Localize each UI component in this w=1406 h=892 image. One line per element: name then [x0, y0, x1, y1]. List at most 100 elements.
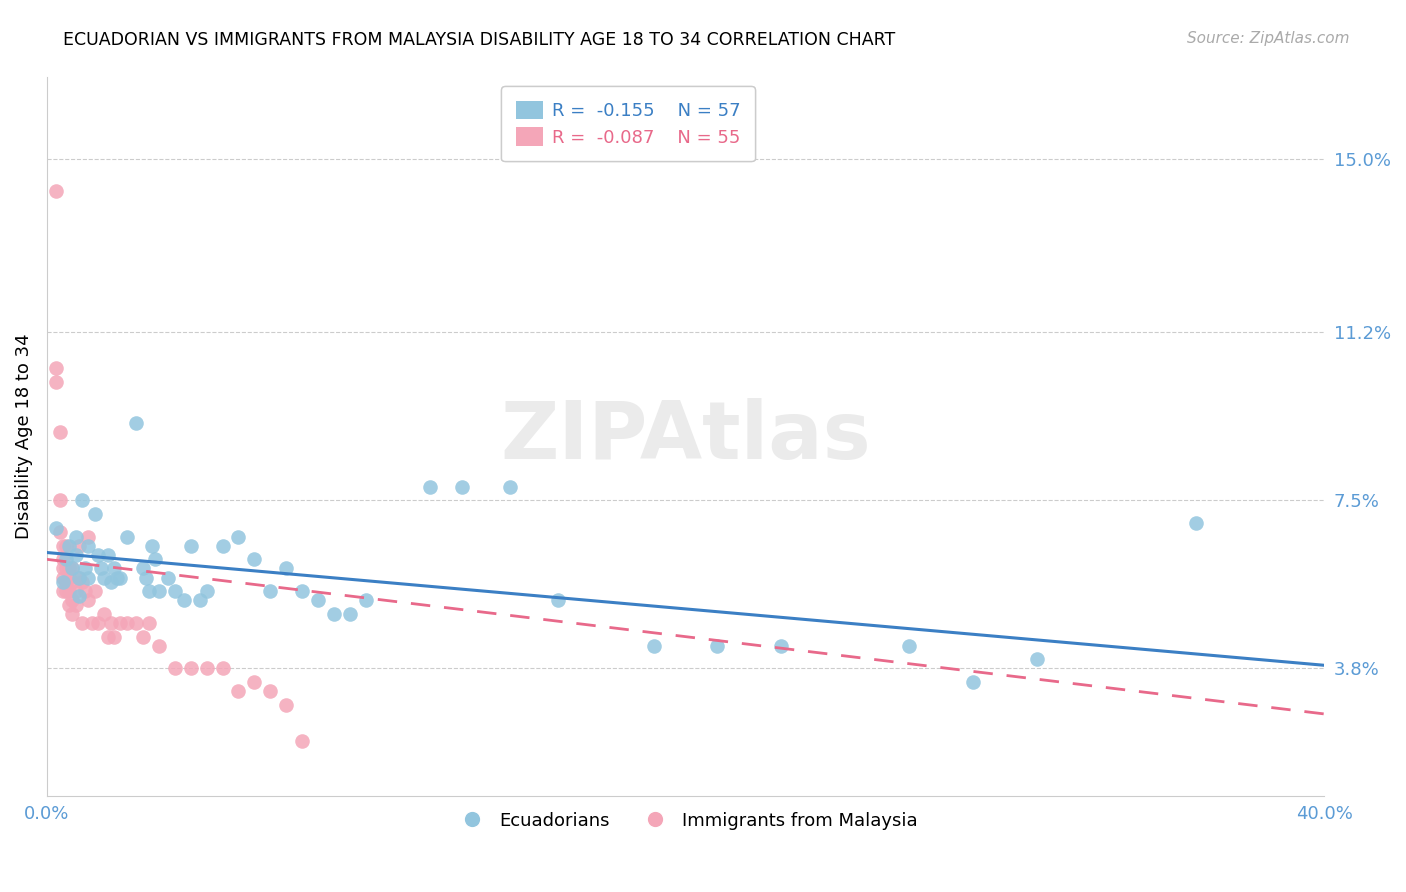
Point [1185, 516, 1208, 530]
Point [62, 561, 84, 575]
Point [180, 539, 202, 553]
Point [58, 570, 80, 584]
Point [962, 675, 984, 690]
Point [55, 561, 77, 575]
Point [58, 584, 80, 599]
Point [643, 639, 665, 653]
Point [110, 615, 132, 630]
Point [103, 561, 125, 575]
Point [48, 425, 70, 439]
Point [93, 570, 115, 584]
Point [96, 630, 118, 644]
Point [77, 539, 100, 553]
Point [67, 570, 90, 584]
Point [1025, 652, 1047, 666]
Point [115, 530, 138, 544]
Point [138, 584, 160, 599]
Text: ZIPAtlas: ZIPAtlas [501, 398, 870, 475]
Point [339, 607, 361, 621]
Point [135, 570, 157, 584]
Point [83, 584, 105, 599]
Point [211, 661, 233, 675]
Point [52, 584, 75, 599]
Point [65, 598, 87, 612]
Point [138, 615, 160, 630]
Point [100, 615, 122, 630]
Point [276, 698, 298, 712]
Point [259, 584, 281, 599]
Point [706, 639, 728, 653]
Point [243, 552, 266, 566]
Point [770, 639, 793, 653]
Point [547, 593, 569, 607]
Point [195, 661, 218, 675]
Text: Source: ZipAtlas.com: Source: ZipAtlas.com [1187, 31, 1350, 46]
Point [276, 561, 298, 575]
Point [188, 593, 211, 607]
Point [62, 575, 84, 590]
Point [58, 598, 80, 612]
Point [52, 539, 75, 553]
Point [45, 375, 67, 389]
Point [87, 615, 110, 630]
Point [307, 593, 329, 607]
Point [52, 552, 75, 566]
Point [87, 548, 110, 562]
Point [125, 416, 148, 430]
Point [211, 539, 233, 553]
Point [67, 570, 90, 584]
Point [77, 570, 100, 584]
Point [52, 570, 75, 584]
Point [100, 575, 122, 590]
Point [228, 684, 250, 698]
Point [62, 607, 84, 621]
Point [148, 639, 170, 653]
Point [180, 661, 202, 675]
Point [110, 570, 132, 584]
Point [145, 552, 167, 566]
Point [163, 584, 186, 599]
Point [70, 493, 93, 508]
Point [419, 480, 441, 494]
Point [55, 539, 77, 553]
Point [157, 570, 180, 584]
Point [228, 530, 250, 544]
Point [55, 575, 77, 590]
Point [141, 539, 163, 553]
Point [80, 615, 103, 630]
Point [131, 630, 153, 644]
Point [499, 480, 522, 494]
Point [65, 530, 87, 544]
Point [125, 615, 148, 630]
Point [45, 184, 67, 198]
Point [62, 593, 84, 607]
Point [55, 584, 77, 599]
Point [52, 561, 75, 575]
Point [105, 570, 128, 584]
Point [163, 661, 186, 675]
Point [96, 548, 118, 562]
Point [58, 539, 80, 553]
Point [354, 593, 377, 607]
Point [55, 552, 77, 566]
Point [173, 593, 195, 607]
Point [77, 530, 100, 544]
Point [451, 480, 474, 494]
Point [291, 584, 314, 599]
Point [70, 615, 93, 630]
Point [77, 593, 100, 607]
Legend: R =  -0.155    N = 57, R =  -0.087    N = 55: R = -0.155 N = 57, R = -0.087 N = 55 [501, 87, 755, 161]
Point [323, 607, 346, 621]
Point [62, 561, 84, 575]
Point [45, 520, 67, 534]
Point [70, 575, 93, 590]
Point [90, 561, 112, 575]
Y-axis label: Disability Age 18 to 34: Disability Age 18 to 34 [15, 334, 32, 540]
Point [898, 639, 921, 653]
Point [67, 589, 90, 603]
Point [291, 734, 314, 748]
Point [48, 524, 70, 539]
Point [103, 630, 125, 644]
Point [75, 584, 97, 599]
Point [93, 607, 115, 621]
